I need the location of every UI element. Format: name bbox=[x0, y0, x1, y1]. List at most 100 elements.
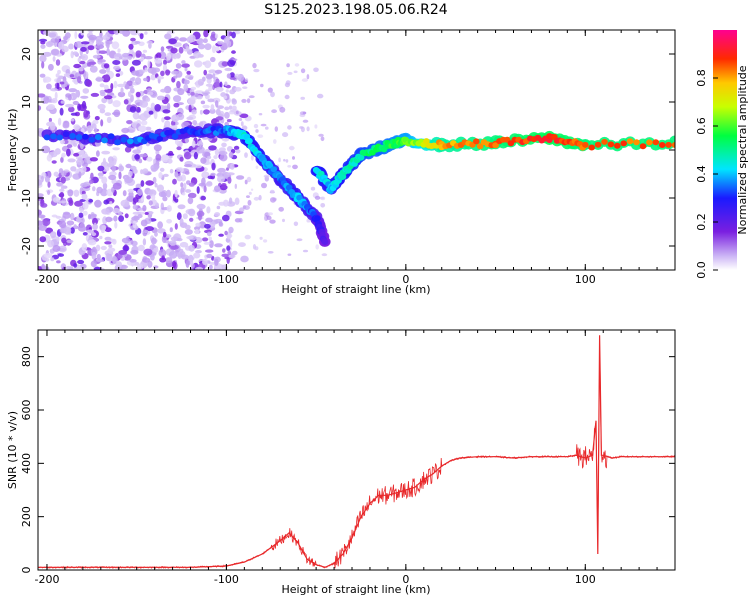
spectrogram-noise-blob bbox=[134, 40, 141, 44]
spectrogram-noise-blob bbox=[217, 167, 226, 173]
spectrogram-noise-blob bbox=[153, 265, 159, 269]
spectrogram-ridge-mark bbox=[601, 138, 608, 145]
spectrogram-noise-blob bbox=[156, 95, 165, 101]
spectrogram-noise-blob bbox=[145, 126, 152, 131]
spectrogram-noise-blob bbox=[135, 77, 142, 85]
spectrogram-noise-blob bbox=[293, 221, 299, 227]
spectrogram-noise-blob bbox=[43, 252, 53, 259]
spectrogram-noise-blob bbox=[282, 132, 289, 138]
spectrogram-noise-blob bbox=[314, 195, 321, 200]
spectrogram-noise-blob bbox=[106, 116, 112, 124]
spectrogram-noise-blob bbox=[140, 219, 148, 227]
spectrogram-noise-blob bbox=[130, 249, 139, 255]
spectrogram-noise-blob bbox=[75, 89, 80, 97]
spectrogram-noise-blob bbox=[70, 139, 76, 144]
spectrogram-noise-blob bbox=[67, 189, 74, 197]
spectrogram-noise-blob bbox=[174, 198, 179, 203]
spectrogram-noise-blob bbox=[310, 186, 316, 191]
colorbar-gradient bbox=[713, 30, 737, 270]
spectrogram-noise-blob bbox=[80, 95, 89, 99]
spectrogram-noise-blob bbox=[73, 124, 80, 130]
spectrogram-noise-layer bbox=[38, 30, 328, 270]
x-tick-label: 0 bbox=[402, 273, 409, 286]
spectrogram-noise-blob bbox=[218, 233, 224, 237]
spectrogram-noise-blob bbox=[229, 240, 233, 248]
spectrogram-noise-blob bbox=[38, 105, 42, 111]
spectrogram-noise-blob bbox=[56, 35, 61, 40]
spectrogram-noise-blob bbox=[68, 199, 74, 206]
spectrogram-noise-blob bbox=[166, 102, 171, 111]
y-tick-label: 10 bbox=[20, 95, 33, 109]
spectrogram-noise-blob bbox=[207, 175, 214, 180]
spectrogram-noise-blob bbox=[152, 158, 156, 164]
spectrogram-ridge-mark bbox=[357, 154, 365, 161]
spectrogram-noise-blob bbox=[188, 34, 196, 43]
spectrogram-noise-blob bbox=[172, 260, 177, 269]
spectrogram-noise-blob bbox=[73, 152, 80, 157]
spectrogram-noise-blob bbox=[53, 150, 57, 156]
spectrogram-noise-blob bbox=[80, 46, 87, 52]
spectrogram-noise-blob bbox=[117, 83, 126, 88]
spectrogram-noise-blob bbox=[140, 56, 145, 61]
spectrogram-noise-blob bbox=[82, 201, 89, 210]
spectrogram-noise-blob bbox=[139, 33, 144, 40]
spectrogram-noise-blob bbox=[214, 148, 220, 156]
spectrogram-noise-blob bbox=[179, 37, 188, 42]
spectrogram-ridge-mark bbox=[476, 143, 484, 150]
spectrogram-noise-blob bbox=[234, 73, 240, 79]
spectrogram-noise-blob bbox=[252, 62, 257, 69]
spectrogram-noise-blob bbox=[147, 260, 153, 268]
spectrogram-noise-blob bbox=[260, 83, 264, 88]
spectrogram-noise-blob bbox=[174, 189, 178, 198]
spectrogram-noise-blob bbox=[68, 106, 75, 113]
spectrogram-noise-blob bbox=[202, 258, 208, 265]
spectrogram-noise-blob bbox=[244, 234, 251, 240]
spectrogram-noise-blob bbox=[79, 263, 87, 269]
spectrogram-noise-blob bbox=[131, 51, 136, 59]
spectrogram-noise-blob bbox=[142, 204, 147, 212]
spectrogram-noise-blob bbox=[172, 53, 178, 60]
spectrogram-ridge-mark bbox=[101, 137, 108, 144]
spectrogram-noise-blob bbox=[302, 111, 307, 115]
spectrogram-noise-blob bbox=[200, 195, 206, 201]
spectrogram-noise-blob bbox=[97, 59, 106, 63]
spectrogram-noise-blob bbox=[96, 150, 100, 157]
spectrogram-noise-blob bbox=[224, 106, 230, 111]
spectrogram-noise-blob bbox=[59, 107, 64, 116]
spectrogram-noise-blob bbox=[132, 211, 142, 215]
spectrogram-noise-blob bbox=[146, 106, 151, 111]
spectrogram-noise-blob bbox=[248, 95, 255, 99]
spectrogram-noise-blob bbox=[52, 197, 60, 203]
spectrogram-noise-blob bbox=[176, 146, 182, 151]
spectrogram-noise-blob bbox=[253, 68, 260, 73]
spectrogram-noise-blob bbox=[139, 100, 149, 108]
spectrogram-noise-blob bbox=[197, 43, 206, 50]
spectrogram-noise-blob bbox=[269, 219, 276, 224]
spectrogram-noise-blob bbox=[81, 41, 90, 45]
spectrogram-noise-blob bbox=[184, 67, 188, 72]
spectrogram-noise-blob bbox=[47, 240, 54, 248]
spectrogram-noise-blob bbox=[228, 226, 234, 234]
spectrogram-noise-blob bbox=[69, 74, 75, 78]
spectrogram-noise-blob bbox=[313, 67, 319, 73]
spectrogram-noise-blob bbox=[133, 215, 138, 220]
spectrogram-ridge-mark bbox=[156, 135, 164, 142]
spectrogram-noise-blob bbox=[38, 93, 46, 98]
spectrogram-noise-blob bbox=[121, 127, 130, 134]
spectrogram-noise-blob bbox=[79, 150, 85, 155]
spectrogram-noise-blob bbox=[166, 52, 172, 61]
spectrogram-noise-blob bbox=[222, 214, 230, 222]
spectrogram-noise-blob bbox=[209, 108, 216, 114]
spectrogram-noise-blob bbox=[98, 175, 104, 179]
spectrogram-noise-blob bbox=[176, 238, 183, 242]
spectrogram-noise-blob bbox=[168, 38, 177, 45]
spectrogram-noise-blob bbox=[162, 196, 168, 202]
spectrogram-noise-blob bbox=[231, 105, 237, 111]
spectrogram-noise-blob bbox=[129, 87, 135, 94]
spectrogram-noise-blob bbox=[60, 100, 65, 104]
spectrogram-noise-blob bbox=[93, 266, 102, 270]
colorbar-label: Normalized spectral amplitude bbox=[736, 65, 749, 234]
spectrogram-noise-blob bbox=[183, 151, 192, 160]
spectrogram-noise-blob bbox=[148, 67, 152, 73]
spectrogram-noise-blob bbox=[227, 59, 236, 67]
